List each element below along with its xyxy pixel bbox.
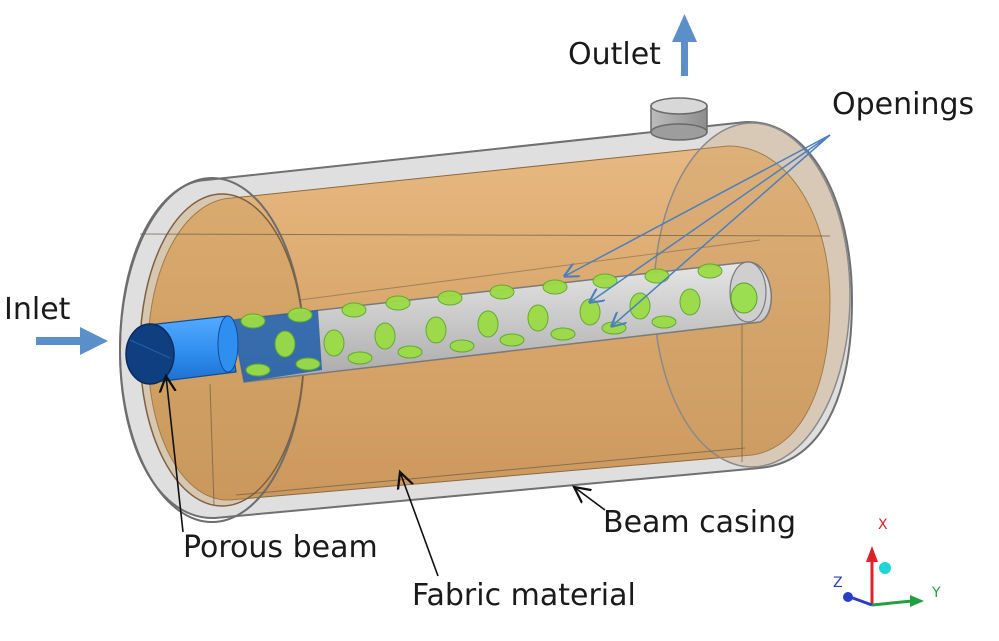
inlet-pipe <box>125 315 239 385</box>
opening <box>385 295 411 311</box>
opening <box>341 302 367 318</box>
opening <box>579 298 601 326</box>
axis-triad <box>843 546 924 607</box>
inlet-arrow <box>36 327 108 355</box>
opening <box>629 292 651 320</box>
opening <box>592 273 618 289</box>
outlet-arrow <box>672 14 697 76</box>
opening <box>274 330 296 358</box>
fabric-material-label: Fabric material <box>412 578 636 613</box>
opening <box>295 357 321 371</box>
opening <box>651 315 677 329</box>
opening <box>542 279 568 295</box>
axis-y-label: Y <box>932 585 941 601</box>
opening <box>240 313 266 329</box>
outlet-pipe <box>650 97 708 141</box>
porous-beam-leader <box>166 376 184 533</box>
beam-casing-leader <box>574 487 606 511</box>
inlet-label: Inlet <box>4 292 71 327</box>
opening <box>477 310 499 338</box>
opening <box>323 329 345 357</box>
fabric-material-leader <box>400 472 439 577</box>
openings-leaders <box>565 134 831 326</box>
opening <box>425 316 447 344</box>
opening <box>374 322 396 350</box>
porous-beam-label: Porous beam <box>183 530 378 565</box>
opening <box>679 288 701 316</box>
opening <box>437 290 463 306</box>
axis-z-label: Z <box>833 575 843 591</box>
opening <box>245 363 271 377</box>
opening <box>697 263 723 279</box>
opening <box>287 307 313 323</box>
opening <box>489 284 515 300</box>
axis-x-label: X <box>878 517 888 533</box>
opening <box>550 327 576 341</box>
openings <box>240 263 723 377</box>
opening <box>347 351 373 365</box>
beam-casing-label: Beam casing <box>603 505 797 540</box>
opening <box>527 304 549 332</box>
outlet-label: Outlet <box>568 37 661 72</box>
opening <box>644 268 670 284</box>
opening <box>499 333 525 347</box>
opening <box>449 339 475 353</box>
opening <box>397 345 423 359</box>
openings-label: Openings <box>832 87 975 122</box>
